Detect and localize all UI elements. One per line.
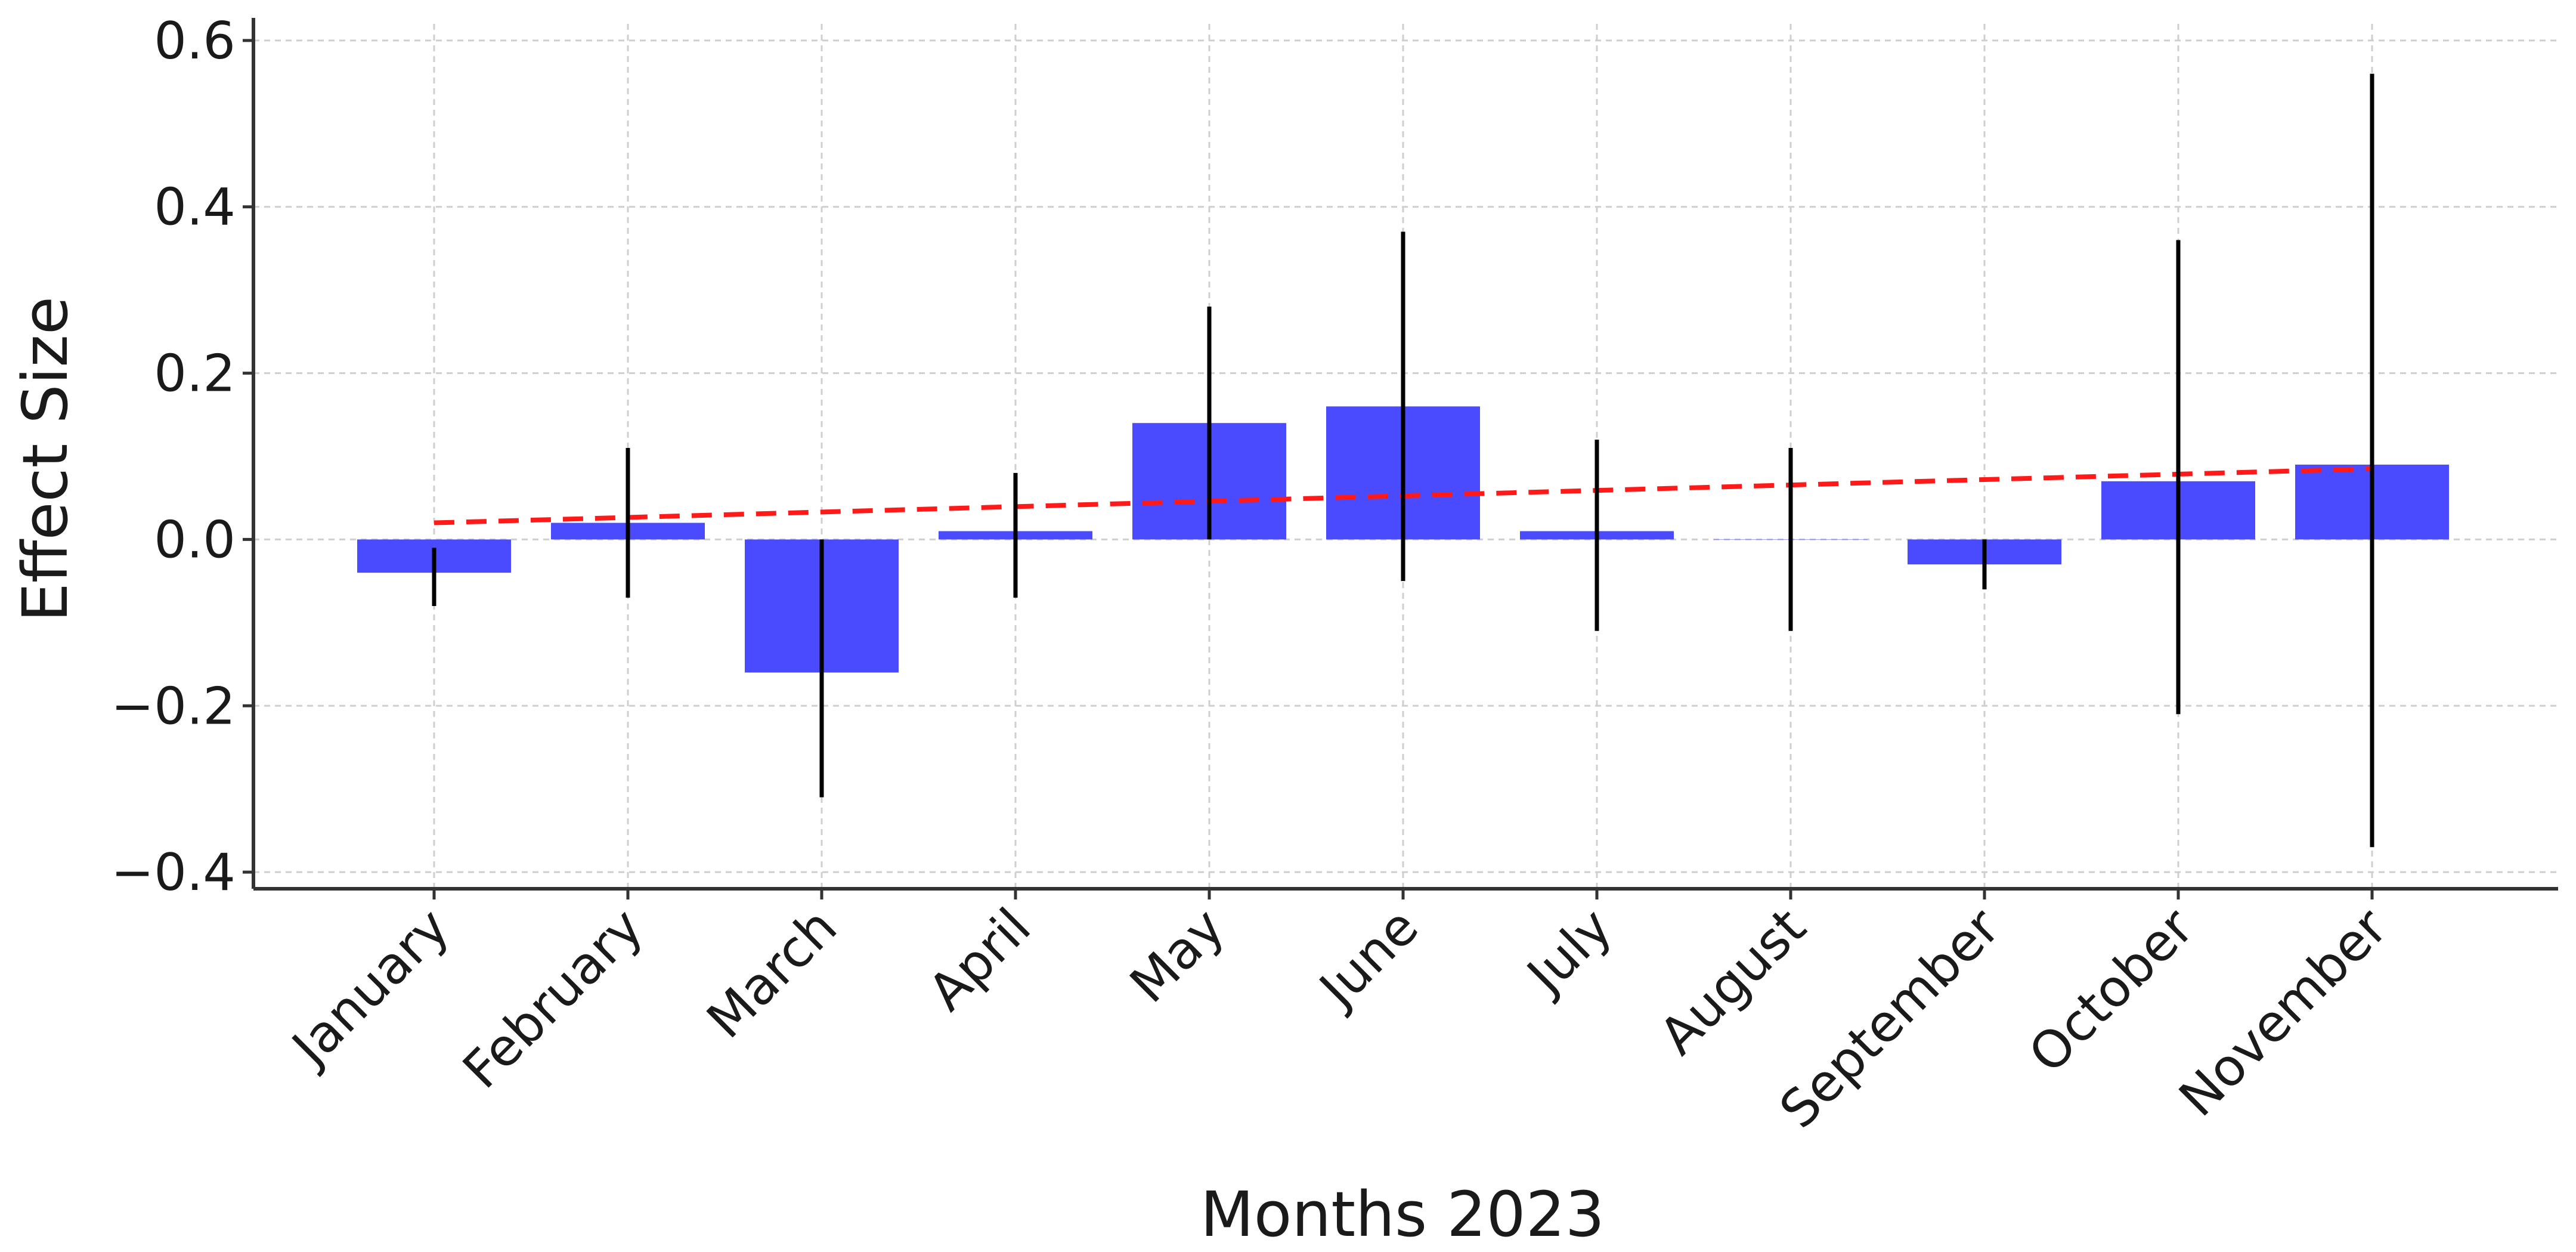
- error-bars: [432, 73, 2374, 848]
- y-tick-label: −0.2: [111, 676, 236, 736]
- x-axis-title: Months 2023: [1200, 1178, 1605, 1251]
- x-tick-label: November: [2168, 897, 2399, 1129]
- x-tick-label: October: [2018, 897, 2206, 1085]
- axes: [243, 18, 2558, 899]
- x-tick-label: June: [1306, 897, 1430, 1021]
- x-tick-label: February: [452, 897, 655, 1100]
- x-tick-label: May: [1119, 897, 1236, 1014]
- y-tick-label: 0.2: [154, 344, 236, 404]
- y-tick-label: 0.0: [154, 510, 236, 570]
- x-tick-label: August: [1648, 897, 1818, 1066]
- y-axis-title: Effect Size: [9, 296, 82, 622]
- x-tick-label: January: [279, 897, 461, 1079]
- y-tick-label: 0.6: [154, 11, 236, 71]
- y-tick-label: −0.4: [111, 843, 236, 902]
- x-tick-label: July: [1514, 897, 1624, 1007]
- y-tick-label: 0.4: [154, 178, 236, 237]
- x-tick-label: April: [917, 897, 1042, 1022]
- x-tick-label: March: [696, 897, 849, 1050]
